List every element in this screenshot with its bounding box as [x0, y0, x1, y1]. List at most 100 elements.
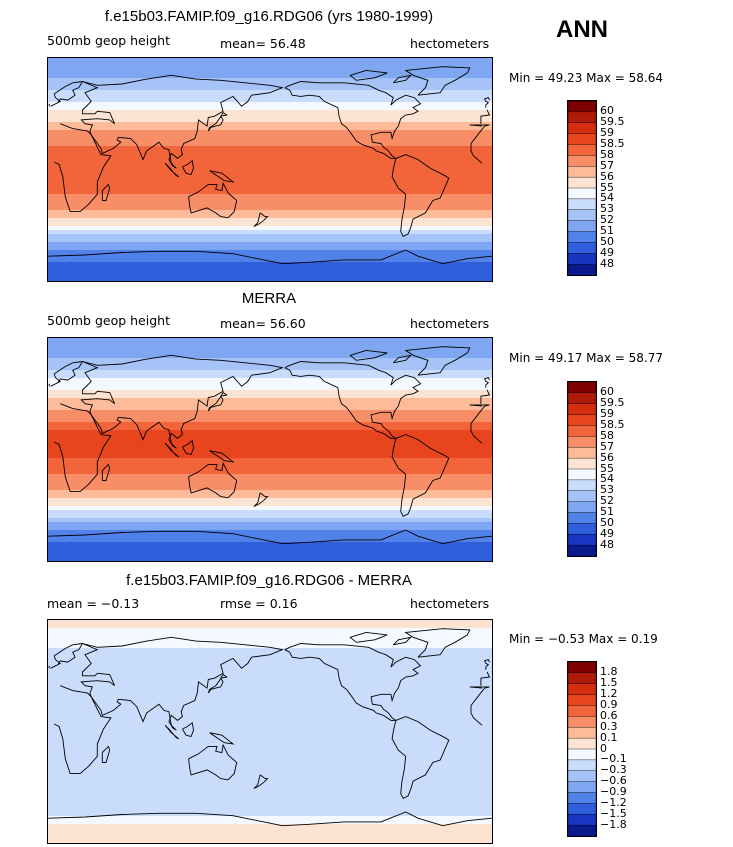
coastline: [188, 181, 238, 219]
cbar-2-tick: 52: [600, 494, 614, 508]
contour-band: [48, 784, 492, 789]
coastline: [188, 743, 238, 781]
contour-band: [48, 158, 492, 163]
coastline: [188, 461, 238, 499]
cbar-1-tick: 58.5: [600, 137, 625, 150]
contour-band: [48, 442, 492, 447]
colorbar-swatch: [568, 512, 596, 524]
colorbar-swatch: [568, 436, 596, 448]
contour-band: [48, 66, 492, 71]
contour-band: [48, 86, 492, 91]
contour-band: [48, 486, 492, 491]
colorbar-swatch: [568, 824, 596, 836]
coastline: [101, 463, 111, 481]
contour-band: [48, 182, 492, 187]
contour-band: [48, 350, 492, 355]
contour-band: [48, 230, 492, 235]
contour-band: [48, 150, 492, 155]
panel-2-colorbar: [567, 381, 597, 557]
panel-1-colorbar-svg: [568, 101, 596, 275]
contour-band: [48, 720, 492, 725]
coastline: [101, 745, 111, 763]
coastline: [483, 97, 490, 108]
contour-band: [48, 122, 492, 127]
cbar-3-tick: 1.8: [600, 665, 618, 679]
contour-band: [48, 382, 492, 387]
coastline: [391, 154, 450, 238]
contour-band: [48, 198, 492, 203]
contour-band: [48, 458, 492, 463]
contour-band: [48, 98, 492, 103]
contour-band: [48, 466, 492, 471]
coastline: [253, 774, 269, 789]
panel-2-contour-fill: [48, 338, 492, 561]
contour-band: [48, 470, 492, 475]
cbar-2-tick: 58: [600, 428, 614, 442]
panel-1-colorbar: [567, 100, 597, 276]
coastline: [48, 529, 492, 545]
panel-2-minmax: Min = 49.17 Max = 58.77: [509, 351, 663, 365]
colorbar-swatch: [568, 792, 596, 804]
colorbar-swatch: [568, 198, 596, 211]
contour-band: [48, 514, 492, 519]
contour-band: [48, 712, 492, 717]
cbar-2-tick: 48: [600, 537, 614, 551]
cbar-3-tick: 0.6: [600, 708, 618, 722]
cbar-3-tick: 1.2: [600, 687, 618, 701]
colorbar-swatch: [568, 253, 596, 265]
panel-1-minmax: Min = 49.23 Max = 58.64: [509, 71, 663, 85]
contour-band: [48, 840, 492, 843]
contour-band: [48, 58, 492, 63]
cbar-2-tick: 53: [600, 483, 614, 497]
colorbar-swatch: [568, 111, 596, 124]
coastline: [209, 170, 235, 183]
contour-band: [48, 62, 492, 67]
colorbar-swatch: [568, 447, 596, 459]
panel-2-mean-label: mean= 56.60: [220, 316, 306, 331]
cbar-3-tick: 1.5: [600, 676, 618, 690]
contour-band: [48, 146, 492, 151]
cbar-2-tick: 54: [600, 472, 614, 486]
colorbar-swatch: [568, 122, 596, 135]
contour-band: [48, 824, 492, 829]
contour-band: [48, 174, 492, 179]
contour-band: [48, 502, 492, 507]
coastline: [80, 354, 284, 449]
contour-band: [48, 454, 492, 459]
contour-band: [48, 772, 492, 777]
contour-band: [48, 522, 492, 527]
cbar-3-tick: −0.3: [600, 763, 627, 777]
contour-band: [48, 780, 492, 785]
contour-band: [48, 800, 492, 805]
contour-band: [48, 736, 492, 741]
colorbar-swatch: [568, 694, 596, 707]
cbar-1-tick: 52: [600, 213, 614, 227]
contour-band: [48, 756, 492, 761]
coastline: [253, 492, 269, 507]
contour-band: [48, 688, 492, 693]
coastline: [404, 66, 471, 96]
coastline: [253, 212, 269, 227]
contour-band: [48, 752, 492, 757]
contour-band: [48, 118, 492, 123]
contour-band: [48, 716, 492, 721]
colorbar-swatch: [568, 468, 596, 481]
colorbar-swatch: [568, 133, 596, 146]
colorbar-swatch: [568, 814, 596, 826]
contour-band: [48, 414, 492, 419]
contour-band: [48, 402, 492, 407]
panel-3-coastlines: [48, 628, 492, 827]
coastline: [480, 389, 491, 404]
contour-band: [48, 474, 492, 479]
contour-band: [48, 426, 492, 431]
contour-band: [48, 530, 492, 535]
panel-3-colorbar-svg: [568, 662, 596, 836]
colorbar-swatch: [568, 403, 596, 416]
contour-band: [48, 374, 492, 379]
contour-band: [48, 178, 492, 183]
colorbar-swatch: [568, 727, 596, 739]
contour-band: [48, 126, 492, 131]
contour-band: [48, 202, 492, 207]
cbar-3-tick: 0: [600, 741, 607, 755]
contour-band: [48, 114, 492, 119]
